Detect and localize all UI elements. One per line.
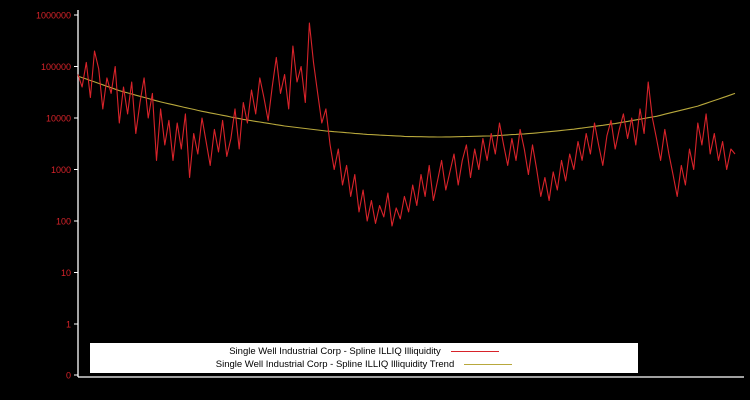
legend-row-trend: Single Well Industrial Corp - Spline ILL… [90,358,638,371]
svg-text:100000: 100000 [41,62,71,72]
legend-label-trend: Single Well Industrial Corp - Spline ILL… [215,359,455,370]
svg-text:10: 10 [61,268,71,278]
svg-text:10000: 10000 [46,114,71,124]
legend-line-sample-trend [464,364,513,365]
legend-row-illiq: Single Well Industrial Corp - Spline ILL… [90,345,638,358]
svg-text:100: 100 [56,217,71,227]
svg-text:1000: 1000 [51,165,71,175]
svg-text:1: 1 [66,320,71,330]
svg-text:1000000: 1000000 [36,11,71,21]
svg-text:0: 0 [66,371,71,381]
legend-label-illiq: Single Well Industrial Corp - Spline ILL… [229,346,441,357]
legend-line-sample-illiq [450,351,499,352]
legend: Single Well Industrial Corp - Spline ILL… [90,343,638,373]
